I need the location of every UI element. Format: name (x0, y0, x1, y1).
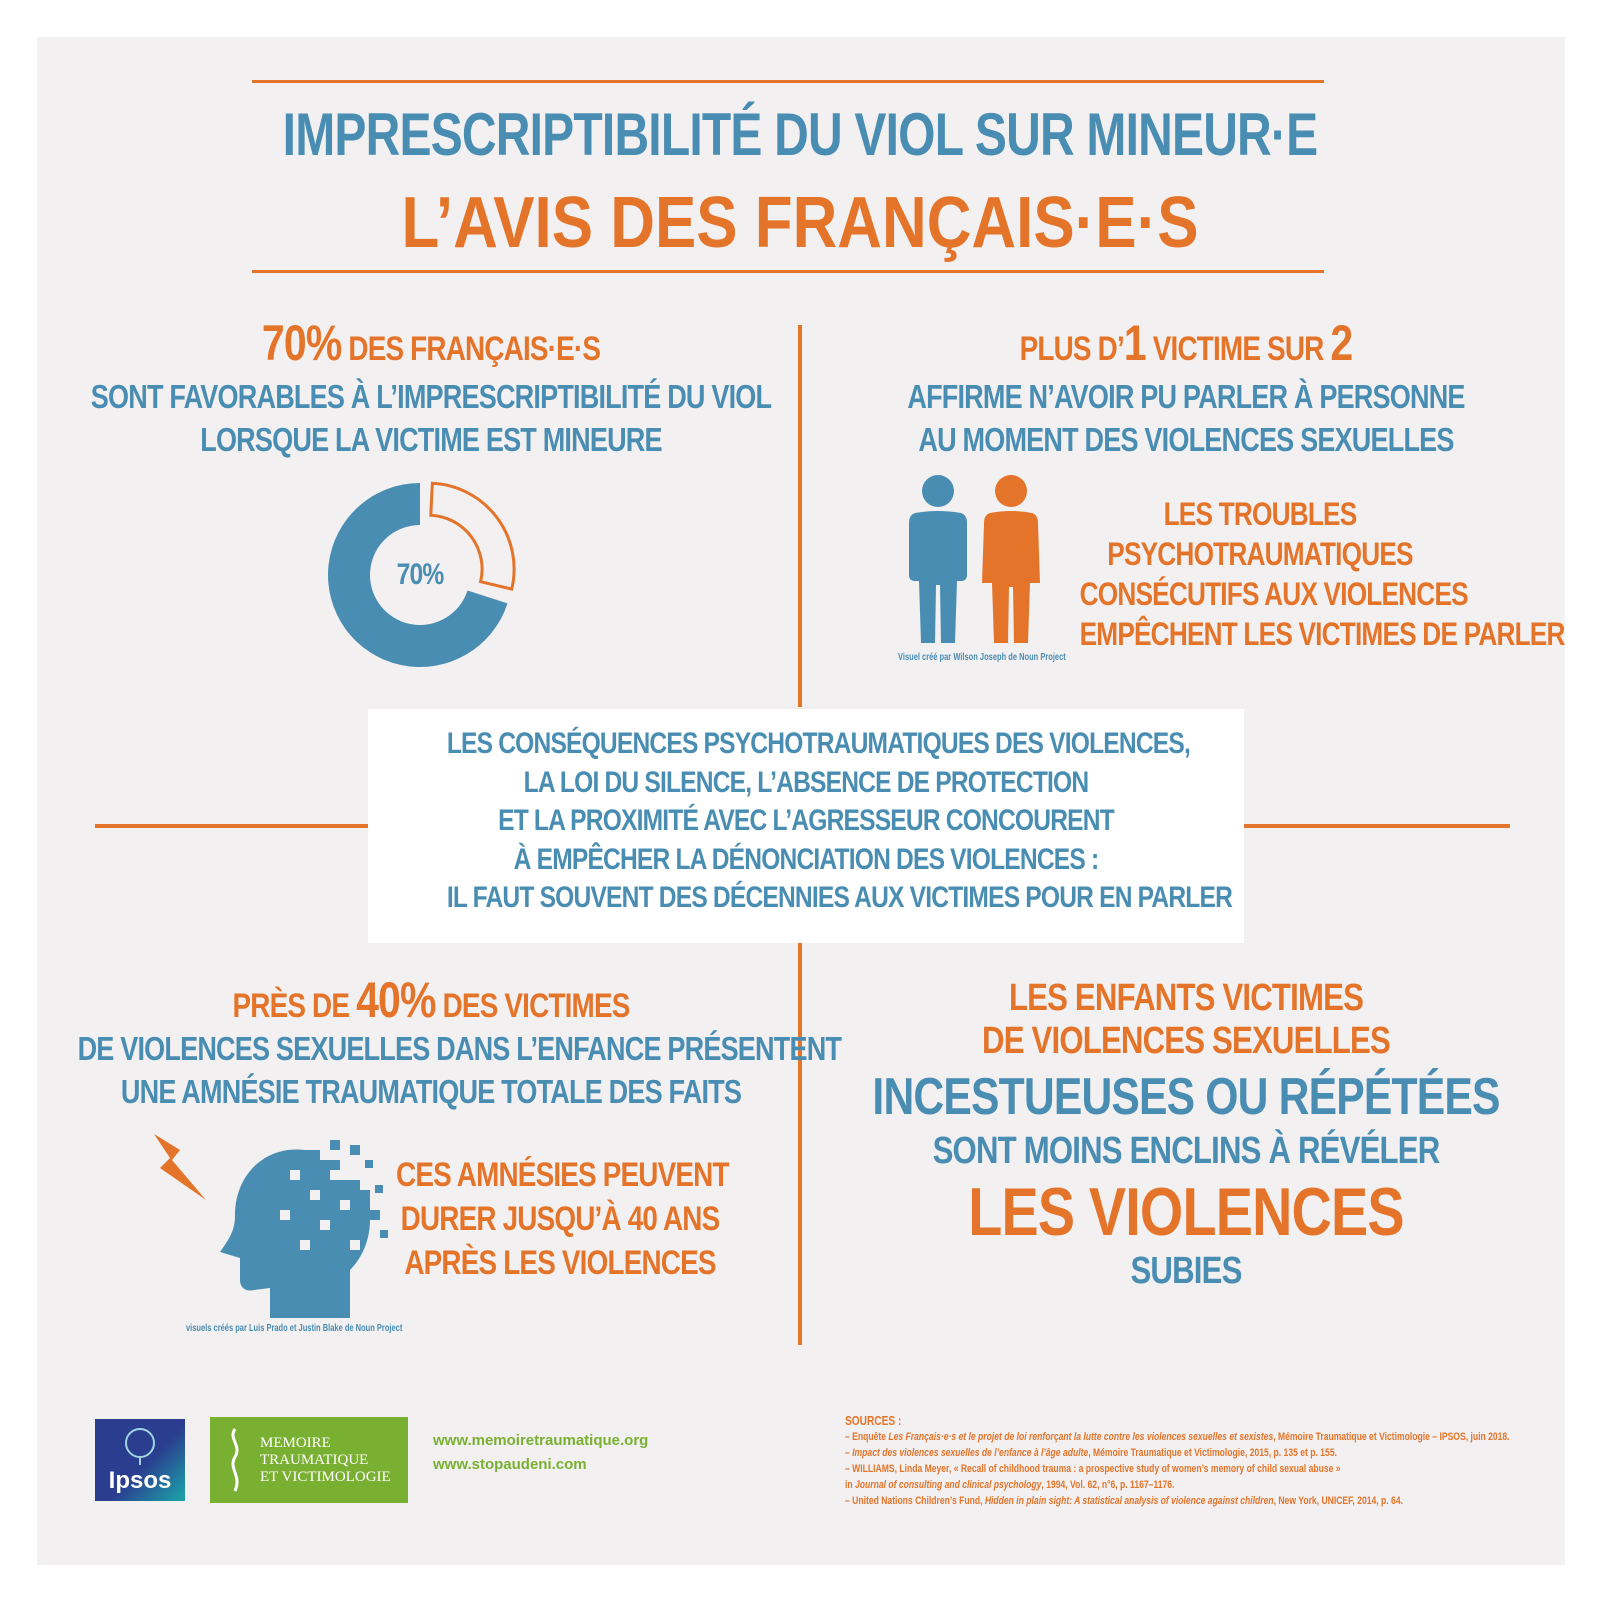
q3-head-rest: DES VICTIMES (435, 987, 631, 1025)
q1-headline: 70% DES FRANÇAIS·E·S (78, 318, 785, 372)
q3-visual-credit: visuels créés par Luis Prado et Justin B… (186, 1323, 403, 1334)
q2-line2: AU MOMENT DES VIOLENCES SEXUELLES (918, 421, 1454, 458)
q2-side-line4: EMPÊCHENT LES VICTIMES DE PARLER (1079, 616, 1566, 652)
vertical-divider-bottom (798, 943, 802, 1345)
title-line2: L’AVIS DES FRANÇAIS·E·S (401, 183, 1199, 263)
middle-callout-text: LES CONSÉQUENCES PSYCHOTRAUMATIQUES DES … (446, 725, 1233, 918)
q3-side-line2: DURER JUSQU’À 40 ANS (400, 1200, 721, 1238)
middle-line3: ET LA PROXIMITÉ AVEC L’AGRESSEUR CONCOUR… (498, 804, 1115, 837)
q3-headline: PRÈS DE 40% DES VICTIMES (78, 975, 785, 1029)
q4-line6: SUBIES (1130, 1250, 1242, 1292)
source-4: in Journal of consulting and clinical ps… (845, 1479, 1175, 1491)
website-link-2[interactable]: www.stopaudeni.com (433, 1456, 587, 1473)
website-link-1[interactable]: www.memoiretraumatique.org (433, 1432, 649, 1449)
q2-line1: AFFIRME N’AVOIR PU PARLER À PERSONNE (907, 378, 1465, 415)
q1-donut-label: 70% (396, 558, 445, 591)
header-top-rule (252, 80, 1324, 83)
q4-line2: DE VIOLENCES SEXUELLES (982, 1020, 1391, 1062)
ipsos-logo-text: Ipsos (108, 1467, 172, 1494)
ipsos-logo: Ipsos (95, 1419, 185, 1501)
source-5: – United Nations Children’s Fund, Hidden… (845, 1495, 1403, 1507)
donut-other-segment (429, 481, 516, 591)
q2-visual-credit: Visuel créé par Wilson Joseph de Noun Pr… (898, 652, 1066, 663)
horizontal-divider-right (1244, 824, 1510, 828)
horizontal-divider-left (95, 824, 368, 828)
q2-head-mid: VICTIME SUR (1145, 330, 1331, 368)
q4-line4: SONT MOINS ENCLINS À RÉVÉLER (932, 1130, 1441, 1172)
q4-line5: LES VIOLENCES (968, 1174, 1404, 1250)
person-blue-icon (909, 475, 967, 643)
q4-line3: INCESTUEUSES OU RÉPÉTÉES (872, 1068, 1500, 1126)
q2-side-line3: CONSÉCUTIFS AUX VIOLENCES (1079, 576, 1469, 612)
donut-favorable-segment (328, 483, 508, 667)
sources-title: SOURCES : (845, 1413, 902, 1428)
source-3: – WILLIAMS, Linda Meyer, « Recall of chi… (845, 1463, 1341, 1475)
q3-side-line1: CES AMNÉSIES PEUVENT (396, 1156, 730, 1194)
q3-side-text: CES AMNÉSIES PEUVENT DURER JUSQU’À 40 AN… (396, 1153, 730, 1285)
mtv-logo-line3: ET VICTIMOLOGIE (260, 1469, 391, 1485)
person-orange-icon (982, 475, 1040, 643)
q3-head-pre: PRÈS DE (232, 987, 357, 1025)
title-line1: IMPRESCRIPTIBILITÉ DU VIOL SUR MINEUR·E (282, 101, 1318, 168)
vertical-divider-top (798, 325, 802, 707)
q1-donut-chart (328, 481, 516, 667)
mtv-emblem-icon (231, 1428, 239, 1492)
middle-line5: IL FAUT SOUVENT DES DÉCENNIES AUX VICTIM… (446, 881, 1233, 914)
mtv-logo-line2: TRAUMATIQUE (260, 1452, 369, 1468)
q2-side-line1: LES TROUBLES (1163, 496, 1358, 532)
q2-side-text: LES TROUBLES PSYCHOTRAUMATIQUES CONSÉCUT… (1079, 494, 1566, 654)
q1-line1: SONT FAVORABLES À L’IMPRESCRIPTIBILITÉ D… (90, 378, 772, 415)
head-amnesia-icon (220, 1140, 388, 1318)
q2-num1: 1 (1123, 315, 1147, 371)
q4-line1: LES ENFANTS VICTIMES (1008, 977, 1364, 1019)
q3-side-line3: APRÈS LES VIOLENCES (404, 1244, 716, 1282)
q3-line1: DE VIOLENCES SEXUELLES DANS L’ENFANCE PR… (77, 1030, 842, 1067)
tree-icon (125, 1428, 155, 1465)
mtv-logo-line1: MEMOIRE (260, 1435, 331, 1451)
q1-head-rest: DES FRANÇAIS·E·S (341, 330, 601, 368)
source-2: – Impact des violences sexuelles de l’en… (845, 1447, 1337, 1459)
q1-percent: 70% (261, 315, 342, 371)
lightning-bolt-icon (154, 1134, 206, 1200)
mtv-logo: MEMOIRE TRAUMATIQUE ET VICTIMOLOGIE (210, 1417, 408, 1503)
q2-head-pre: PLUS D’ (1019, 330, 1125, 368)
q1-line2: LORSQUE LA VICTIME EST MINEURE (200, 421, 662, 458)
q3-line2: UNE AMNÉSIE TRAUMATIQUE TOTALE DES FAITS (120, 1073, 742, 1110)
middle-line1: LES CONSÉQUENCES PSYCHOTRAUMATIQUES DES … (446, 727, 1191, 760)
header-bottom-rule (252, 270, 1324, 273)
middle-line4: À EMPÊCHER LA DÉNONCIATION DES VIOLENCES… (513, 842, 1100, 876)
middle-line2: LA LOI DU SILENCE, L’ABSENCE DE PROTECTI… (523, 765, 1089, 799)
middle-callout-box (368, 709, 1244, 943)
source-1: – Enquête Les Français·e·s et le projet … (845, 1431, 1510, 1443)
q3-percent: 40% (356, 972, 436, 1028)
q2-headline: PLUS D’1 VICTIME SUR 2 (833, 318, 1540, 372)
q2-num2: 2 (1330, 315, 1353, 371)
sources-block: SOURCES : – Enquête Les Français·e·s et … (845, 1413, 1510, 1509)
q2-side-line2: PSYCHOTRAUMATIQUES (1107, 536, 1413, 572)
